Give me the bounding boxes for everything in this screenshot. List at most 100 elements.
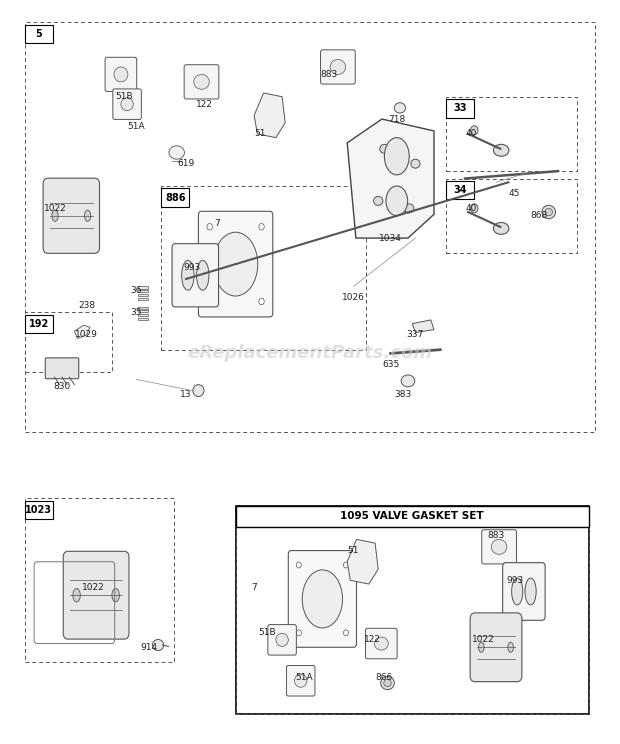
FancyBboxPatch shape [172, 244, 218, 307]
Text: 51B: 51B [258, 628, 275, 637]
Ellipse shape [491, 539, 507, 554]
Ellipse shape [207, 298, 213, 305]
FancyBboxPatch shape [321, 50, 355, 84]
Text: 1022: 1022 [45, 204, 67, 213]
Text: 192: 192 [29, 319, 49, 329]
FancyBboxPatch shape [198, 211, 273, 317]
FancyBboxPatch shape [268, 625, 296, 655]
Text: 36: 36 [131, 286, 142, 295]
Ellipse shape [494, 222, 509, 234]
Ellipse shape [52, 210, 58, 222]
Bar [236, 506, 589, 527]
Bar [446, 181, 474, 199]
Bar [138, 286, 148, 289]
Text: 35: 35 [131, 308, 142, 317]
Text: 122: 122 [196, 100, 213, 109]
Ellipse shape [471, 126, 478, 135]
Text: 45: 45 [509, 189, 520, 198]
Ellipse shape [512, 578, 523, 605]
Ellipse shape [381, 676, 394, 690]
Text: 914: 914 [140, 643, 157, 652]
Ellipse shape [330, 60, 346, 74]
Text: 33: 33 [454, 103, 467, 113]
Text: 1022: 1022 [82, 583, 104, 592]
Ellipse shape [373, 196, 383, 205]
Ellipse shape [343, 562, 348, 568]
Text: 883: 883 [320, 70, 337, 79]
Ellipse shape [296, 562, 301, 568]
Text: 238: 238 [78, 301, 95, 310]
Bar [446, 99, 474, 118]
Ellipse shape [121, 97, 133, 111]
Text: 619: 619 [177, 159, 195, 168]
Ellipse shape [411, 159, 420, 168]
Ellipse shape [374, 637, 388, 650]
Text: 830: 830 [53, 382, 71, 391]
Ellipse shape [384, 138, 409, 175]
Bar [25, 498, 174, 662]
FancyBboxPatch shape [470, 613, 522, 682]
Text: 5: 5 [35, 29, 42, 39]
Ellipse shape [343, 630, 348, 636]
Text: 1026: 1026 [342, 293, 365, 302]
Ellipse shape [303, 570, 342, 628]
Ellipse shape [525, 578, 536, 605]
Bar [25, 501, 53, 519]
Bar [25, 22, 595, 432]
Ellipse shape [169, 146, 185, 159]
Bar [25, 312, 112, 372]
Bar [138, 298, 148, 300]
Ellipse shape [508, 642, 513, 652]
Text: 868: 868 [531, 211, 548, 220]
Ellipse shape [73, 589, 80, 602]
Bar [161, 188, 189, 207]
Ellipse shape [182, 260, 194, 290]
Text: 51B: 51B [115, 92, 133, 101]
FancyBboxPatch shape [286, 665, 315, 696]
Ellipse shape [296, 630, 301, 636]
Ellipse shape [213, 232, 258, 296]
Polygon shape [347, 539, 378, 584]
Ellipse shape [153, 640, 164, 650]
Text: 51: 51 [348, 546, 359, 555]
Bar [161, 186, 366, 350]
Text: 51A: 51A [128, 122, 145, 131]
Bar [138, 310, 148, 312]
Ellipse shape [84, 210, 91, 222]
Bar [138, 318, 148, 320]
Ellipse shape [197, 260, 209, 290]
Text: 40: 40 [466, 129, 477, 138]
Text: 1034: 1034 [379, 234, 402, 243]
FancyBboxPatch shape [366, 628, 397, 659]
Ellipse shape [259, 223, 264, 230]
Ellipse shape [114, 67, 128, 82]
Text: 34: 34 [454, 185, 467, 195]
Bar [138, 314, 148, 316]
Text: 1022: 1022 [472, 635, 495, 644]
Bar [138, 294, 148, 296]
FancyBboxPatch shape [482, 530, 516, 564]
FancyBboxPatch shape [43, 179, 99, 254]
Text: 13: 13 [180, 390, 192, 399]
Ellipse shape [384, 679, 391, 687]
Polygon shape [74, 325, 90, 339]
Ellipse shape [276, 633, 288, 647]
Text: 883: 883 [487, 531, 505, 540]
Ellipse shape [479, 642, 484, 652]
Text: 718: 718 [388, 115, 405, 124]
Bar [138, 307, 148, 309]
Text: 1029: 1029 [76, 330, 98, 339]
Text: 51: 51 [255, 129, 266, 138]
Polygon shape [412, 320, 434, 333]
Ellipse shape [294, 674, 307, 687]
Ellipse shape [112, 589, 119, 602]
Ellipse shape [545, 208, 552, 216]
Text: eReplacementParts.com: eReplacementParts.com [187, 344, 433, 362]
Text: 1023: 1023 [25, 505, 52, 515]
Ellipse shape [401, 375, 415, 387]
Bar [236, 525, 589, 714]
Ellipse shape [542, 205, 556, 219]
Ellipse shape [379, 144, 389, 153]
Text: 635: 635 [382, 360, 399, 369]
Text: 51A: 51A [295, 673, 312, 682]
